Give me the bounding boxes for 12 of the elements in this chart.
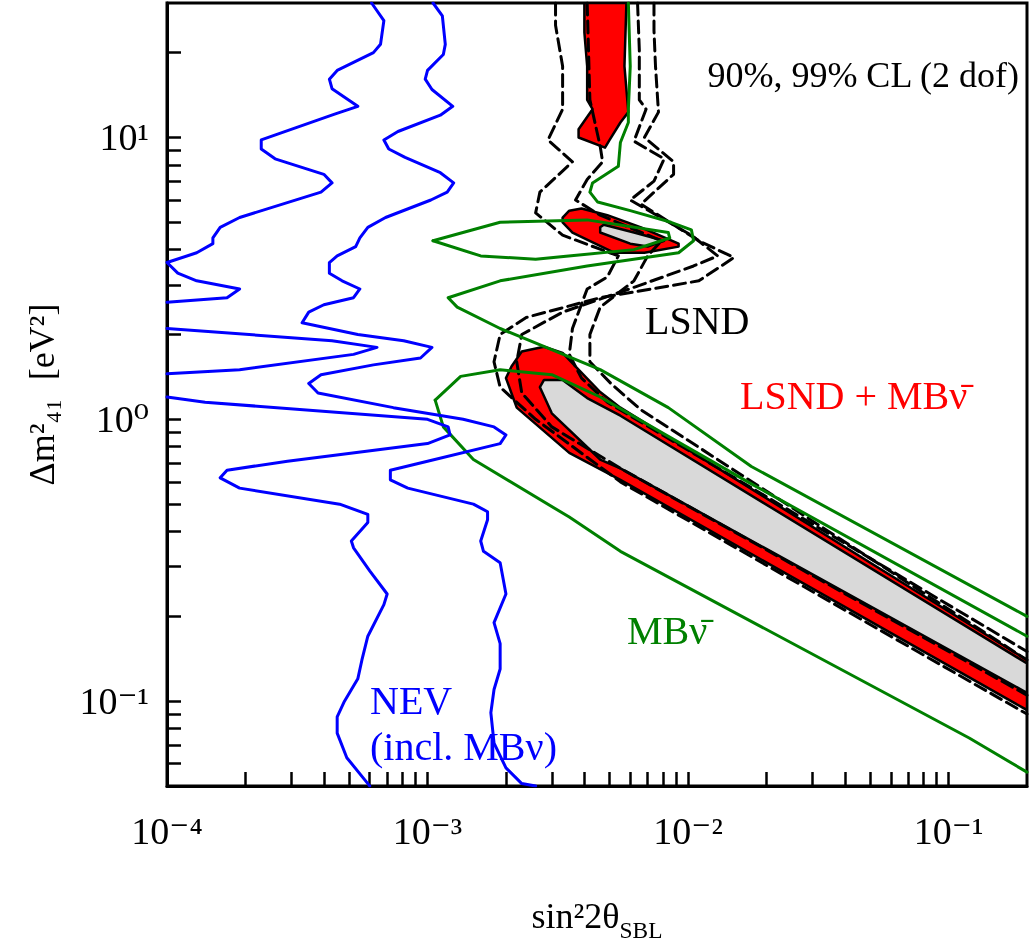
series-label: LSND <box>645 297 750 343</box>
y-tick-label: 10⁻¹ <box>79 680 149 723</box>
y-tick-label: 10⁰ <box>95 398 149 441</box>
y-tick-label: 10¹ <box>99 116 149 159</box>
x-tick-label: 10⁻¹ <box>913 809 984 852</box>
x-tick-label: 10⁻² <box>653 809 723 852</box>
y-axis-title: Δm²₄₁ [eV²] <box>21 303 62 486</box>
text: MBν̄ <box>627 607 715 653</box>
series-label: LSND + MBν̄ <box>740 372 975 418</box>
x-tick-label: 10⁻⁴ <box>131 809 203 852</box>
annotation: 90%, 99% CL (2 dof) <box>707 55 1019 95</box>
x-tick-label: 10⁻³ <box>392 809 463 852</box>
